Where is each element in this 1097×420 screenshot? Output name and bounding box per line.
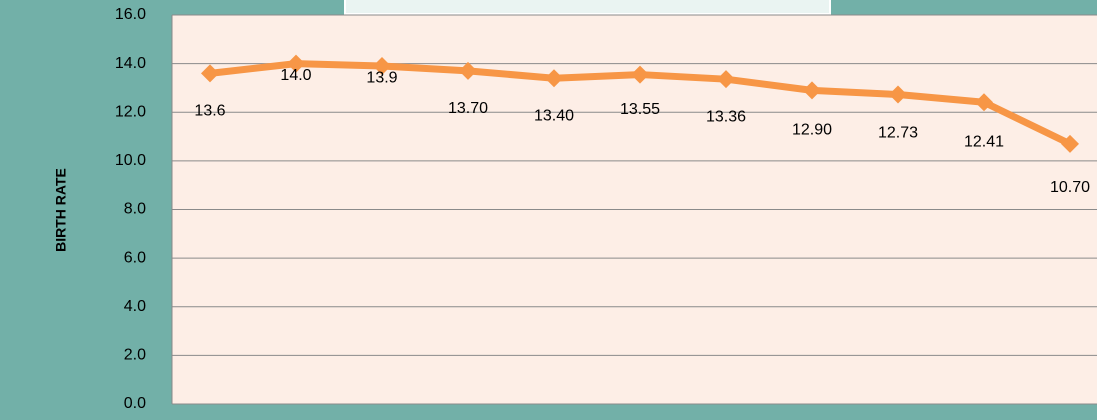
marker <box>803 81 821 100</box>
y-tick-label: 0.0 <box>124 395 146 412</box>
data-label: 13.9 <box>366 69 397 86</box>
y-tick-label: 14.0 <box>115 55 146 72</box>
y-tick-label: 2.0 <box>124 347 146 364</box>
marker <box>373 57 391 76</box>
marker <box>287 54 305 73</box>
y-tick-label: 8.0 <box>124 201 146 218</box>
marker <box>631 65 649 84</box>
y-tick-label: 4.0 <box>124 298 146 315</box>
marker <box>459 61 477 80</box>
data-label: 13.40 <box>534 107 574 124</box>
y-tick-label: 16.0 <box>115 6 146 23</box>
y-axis-label: BIRTH RATE <box>53 168 69 252</box>
marker <box>717 70 735 89</box>
data-label: 13.55 <box>620 101 660 118</box>
marker <box>1061 134 1079 153</box>
y-tick-label: 6.0 <box>124 249 146 266</box>
data-label: 12.90 <box>792 122 832 139</box>
title-box <box>344 0 831 15</box>
marker <box>889 85 907 104</box>
marker <box>975 93 993 112</box>
data-label: 13.6 <box>194 103 225 120</box>
data-label: 12.41 <box>964 134 1004 151</box>
y-tick-label: 10.0 <box>115 152 146 169</box>
data-label: 13.70 <box>448 100 488 117</box>
data-label: 13.36 <box>706 108 746 125</box>
data-label: 12.73 <box>878 125 918 142</box>
data-label: 14.0 <box>280 67 311 84</box>
marker <box>201 64 219 83</box>
marker <box>545 69 563 88</box>
data-label: 10.70 <box>1050 179 1090 196</box>
y-tick-label: 12.0 <box>115 103 146 120</box>
